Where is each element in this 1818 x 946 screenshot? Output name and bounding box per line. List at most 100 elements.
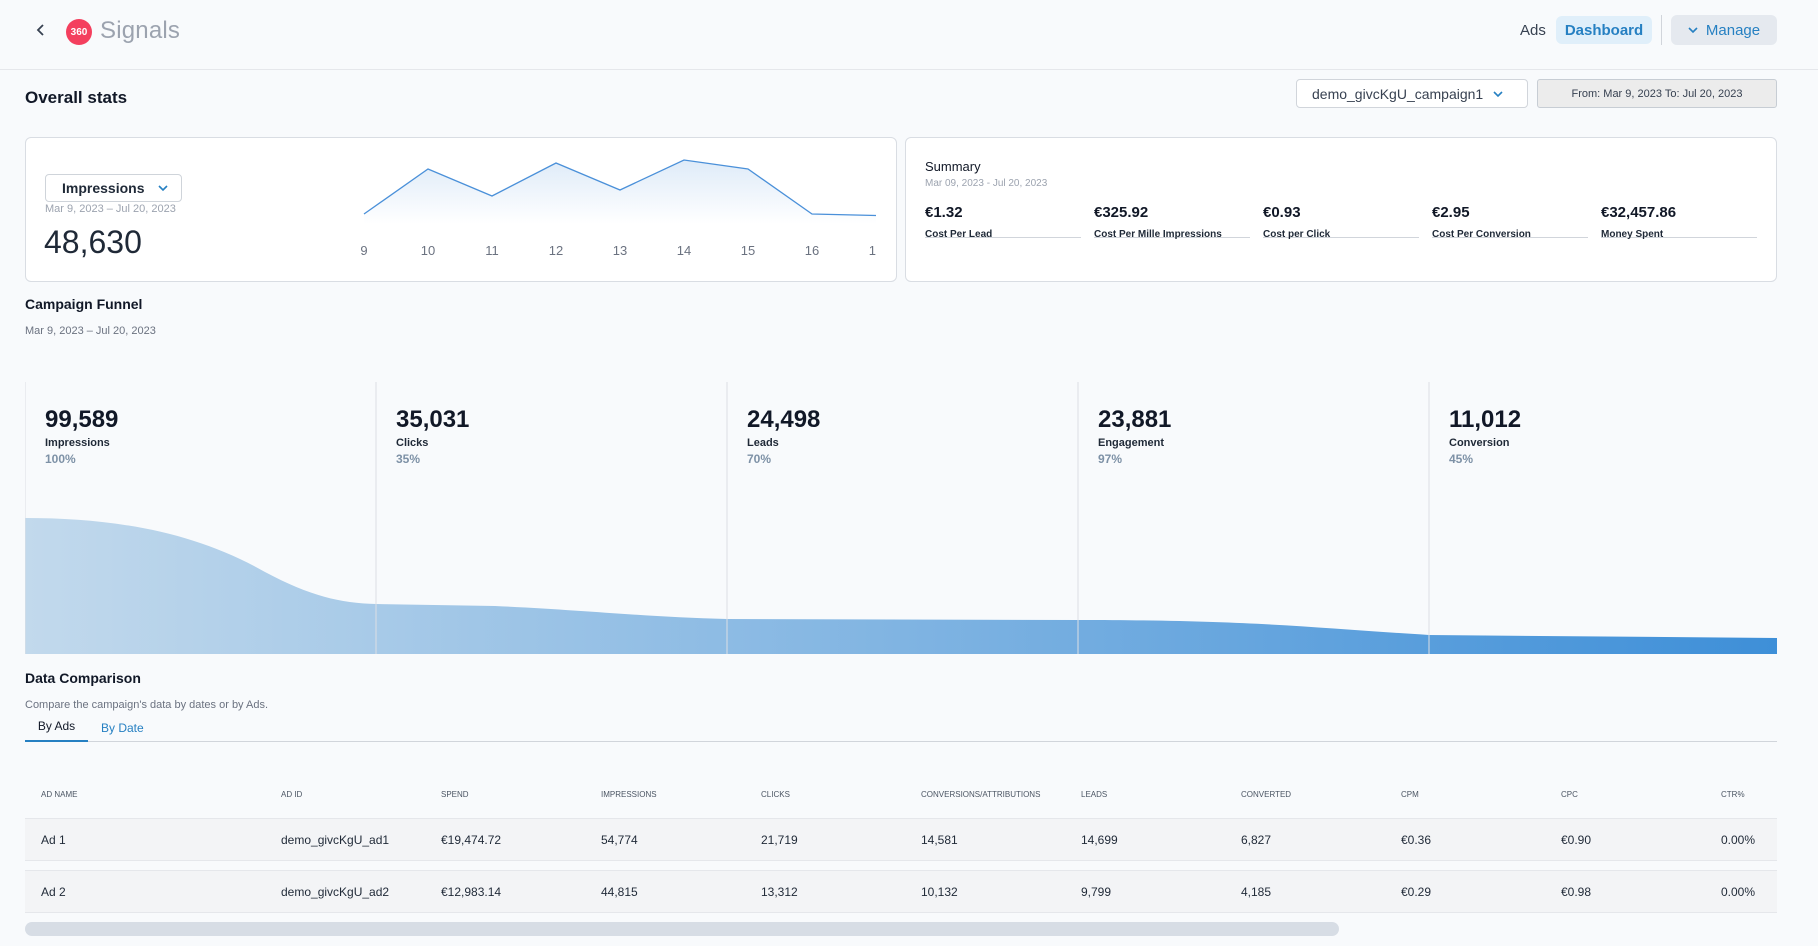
column-header: CTR%	[1721, 790, 1745, 799]
stage-label: Clicks	[396, 437, 429, 449]
tab-by-date-label: By Date	[101, 721, 144, 735]
table-cell: Ad 1	[41, 833, 66, 847]
nav-divider	[1661, 15, 1662, 45]
stage-percent: 97%	[1098, 452, 1123, 466]
stage-label: Impressions	[45, 437, 110, 449]
back-button[interactable]	[30, 18, 52, 42]
funnel-title: Campaign Funnel	[25, 296, 143, 312]
stage-value: 11,012	[1449, 406, 1522, 433]
metric-select-value: Impressions	[62, 180, 145, 196]
table-cell: €19,474.72	[441, 833, 502, 847]
summary-label: Cost Per Mille Impressions	[1094, 229, 1222, 240]
metric-total: 48,630	[44, 224, 142, 260]
sparkline-line	[363, 159, 876, 217]
table-cell: 9,799	[1081, 885, 1112, 899]
table-cell: 0.00%	[1721, 833, 1756, 847]
table-row[interactable]: Ad 2 demo_givcKgU_ad2 €12,983.14 44,815 …	[25, 870, 1777, 913]
comparison-tabs: By Ads By Date	[25, 719, 1777, 742]
stage-value: 23,881	[1098, 406, 1172, 433]
summary-card: Summary Mar 09, 2023 - Jul 20, 2023 €1.3…	[905, 137, 1777, 282]
sparkline-x-tick: 9	[360, 243, 367, 258]
summary-value: €32,457.86	[1601, 204, 1677, 221]
sparkline-x-tick: 16	[805, 243, 819, 258]
summary-cost-per-conversion: €2.95 Cost Per Conversion	[1432, 204, 1588, 240]
summary-title: Summary	[925, 159, 981, 174]
funnel-area	[25, 518, 1777, 654]
column-header: CONVERTED	[1241, 790, 1292, 799]
funnel-date-range: Mar 9, 2023 – Jul 20, 2023	[25, 325, 156, 337]
table-cell: 54,774	[601, 833, 638, 847]
nav-ads-link[interactable]: Ads	[1520, 22, 1546, 39]
stage-percent: 70%	[747, 452, 772, 466]
campaign-select[interactable]: demo_givcKgU_campaign1	[1296, 79, 1528, 108]
table-cell: demo_givcKgU_ad1	[281, 833, 390, 847]
column-header: LEADS	[1081, 790, 1108, 799]
column-header: CLICKS	[761, 790, 790, 799]
sparkline-x-tick: 15	[741, 243, 755, 258]
summary-label: Money Spent	[1601, 229, 1664, 240]
campaign-funnel: 99,589 Impressions 100% 35,031 Clicks 35…	[25, 382, 1777, 654]
top-bar: 360 Signals Ads Dashboard Manage	[0, 0, 1818, 70]
sparkline-x-tick: 17	[869, 243, 876, 258]
metric-select[interactable]: Impressions	[45, 174, 182, 202]
summary-label: Cost per Click	[1263, 229, 1331, 240]
table-cell: €0.36	[1401, 833, 1432, 847]
table-cell: 21,719	[761, 833, 798, 847]
table-cell: 14,581	[921, 833, 958, 847]
horizontal-scrollbar[interactable]	[25, 922, 1339, 936]
chevron-left-icon	[36, 24, 44, 36]
column-header: CPC	[1561, 790, 1578, 799]
overall-stats-title: Overall stats	[25, 88, 128, 107]
stage-value: 24,498	[747, 406, 821, 433]
table-cell: 14,699	[1081, 833, 1118, 847]
stage-label: Conversion	[1449, 437, 1510, 449]
tab-by-ads[interactable]: By Ads	[25, 719, 88, 742]
stage-percent: 100%	[45, 452, 76, 466]
table-cell: 0.00%	[1721, 885, 1756, 899]
stage-value: 35,031	[396, 406, 470, 433]
summary-cost-per-mille: €325.92 Cost Per Mille Impressions	[1094, 204, 1250, 240]
summary-value: €0.93	[1263, 204, 1301, 221]
stage-value: 99,589	[45, 406, 119, 433]
table-cell: €0.98	[1561, 885, 1592, 899]
sparkline-x-tick: 14	[677, 243, 691, 258]
table-cell: 10,132	[921, 885, 958, 899]
date-range-picker[interactable]: From: Mar 9, 2023 To: Jul 20, 2023	[1537, 79, 1777, 108]
comparison-title: Data Comparison	[25, 670, 141, 686]
sparkline-x-tick: 13	[613, 243, 627, 258]
tab-by-date[interactable]: By Date	[101, 719, 171, 742]
manage-button[interactable]: Manage	[1671, 15, 1777, 45]
funnel-area-chart	[25, 382, 1777, 654]
table-cell: 44,815	[601, 885, 638, 899]
stage-label: Leads	[747, 437, 779, 449]
summary-value: €1.32	[925, 204, 963, 221]
table-cell: Ad 2	[41, 885, 66, 899]
comparison-subtitle: Compare the campaign's data by dates or …	[25, 699, 269, 711]
impressions-sparkline: 9 10 11 12 13 14 15 16 17	[360, 159, 876, 258]
app-name: Signals	[100, 17, 181, 44]
stage-percent: 35%	[396, 452, 421, 466]
chevron-down-icon	[158, 185, 169, 192]
sparkline-x-tick: 12	[549, 243, 563, 258]
table-cell: €0.90	[1561, 833, 1592, 847]
summary-label: Cost Per Conversion	[1432, 229, 1531, 240]
table-cell: €0.29	[1401, 885, 1432, 899]
nav-dashboard-tab[interactable]: Dashboard	[1556, 16, 1652, 44]
sparkline-x-tick: 11	[485, 243, 499, 258]
sparkline-area	[364, 160, 876, 224]
manage-label: Manage	[1705, 21, 1761, 39]
table-cell: 4,185	[1241, 885, 1272, 899]
metric-date-range: Mar 9, 2023 – Jul 20, 2023	[45, 203, 176, 215]
summary-label: Cost Per Lead	[925, 229, 993, 240]
logo-badge: 360	[66, 19, 92, 45]
table-row[interactable]: Ad 1 demo_givcKgU_ad1 €19,474.72 54,774 …	[25, 818, 1777, 861]
summary-value: €2.95	[1432, 204, 1470, 221]
table-cell: demo_givcKgU_ad2	[281, 885, 390, 899]
stage-label: Engagement	[1098, 437, 1165, 449]
column-header: AD ID	[281, 790, 303, 799]
column-header: CPM	[1401, 790, 1419, 799]
column-header: AD NAME	[41, 790, 78, 799]
chevron-down-icon	[1688, 27, 1698, 34]
summary-cost-per-click: €0.93 Cost per Click	[1263, 204, 1419, 240]
summary-cost-per-lead: €1.32 Cost Per Lead	[925, 204, 1081, 240]
